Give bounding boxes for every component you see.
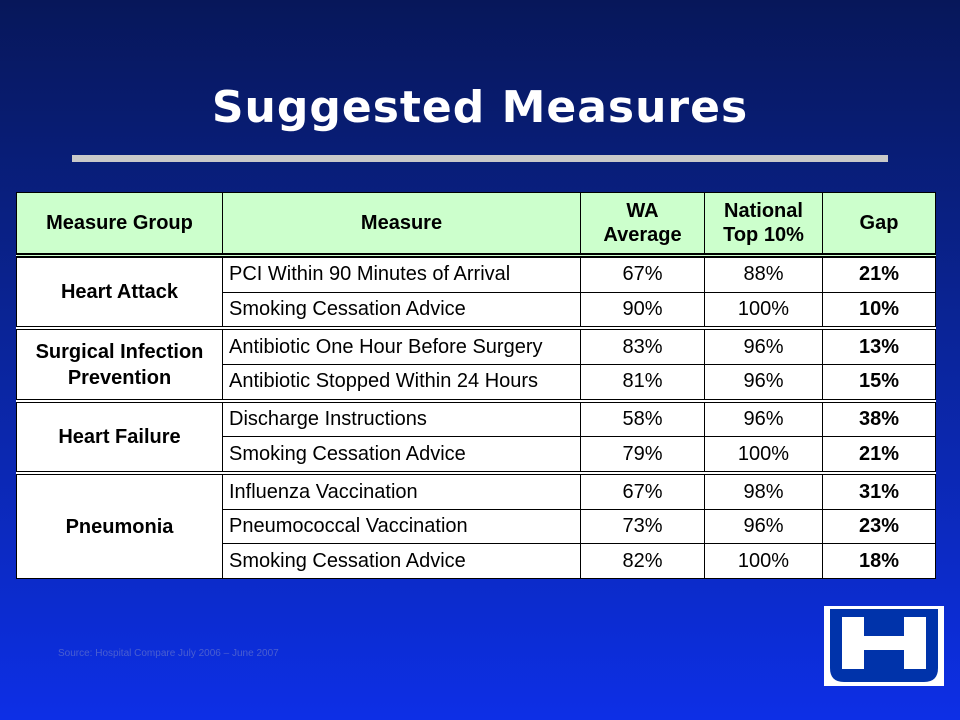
national-top10-cell: 96%: [704, 364, 823, 402]
header-wa-average: WA Average: [580, 192, 705, 258]
measure-cell: PCI Within 90 Minutes of Arrival: [222, 255, 581, 293]
gap-cell: 13%: [822, 326, 936, 366]
table-row: Smoking Cessation Advice 79% 100% 21%: [17, 436, 936, 474]
gap-cell: 38%: [822, 398, 936, 438]
wa-average-cell: 79%: [580, 436, 705, 474]
wa-average-cell: 81%: [580, 364, 705, 402]
table-row: Smoking Cessation Advice 82% 100% 18%: [17, 543, 936, 579]
header-wa-line1: WA: [626, 200, 659, 222]
header-gap: Gap: [822, 192, 936, 258]
group-heart-failure: Heart Failure: [16, 398, 223, 474]
national-top10-cell: 88%: [704, 255, 823, 293]
source-note: Source: Hospital Compare July 2006 – Jun…: [58, 648, 279, 659]
measure-cell: Smoking Cessation Advice: [222, 436, 581, 474]
table-row: Pneumococcal Vaccination 73% 96% 23%: [17, 508, 936, 545]
gap-cell: 31%: [822, 471, 936, 510]
national-top10-cell: 100%: [704, 543, 823, 579]
table-row: Pneumonia Influenza Vaccination 67% 98% …: [16, 471, 936, 580]
measure-cell: Pneumococcal Vaccination: [222, 508, 581, 545]
measure-cell: Antibiotic Stopped Within 24 Hours: [222, 364, 581, 402]
group-name-line2: Prevention: [67, 366, 172, 389]
wa-average-cell: 67%: [580, 255, 705, 293]
gap-cell: 21%: [822, 436, 936, 474]
measure-cell: Influenza Vaccination: [222, 471, 581, 510]
header-national-line1: National: [724, 200, 803, 222]
header-wa-line2: Average: [603, 224, 682, 246]
header-measure-group: Measure Group: [16, 192, 223, 258]
hospital-h-icon: [824, 606, 944, 686]
gap-cell: 18%: [822, 543, 936, 579]
table-header-row: Measure Group Measure WA Average Nationa…: [16, 192, 936, 258]
measure-cell: Discharge Instructions: [222, 398, 581, 438]
measure-cell: Smoking Cessation Advice: [222, 543, 581, 579]
gap-cell: 10%: [822, 291, 936, 329]
wa-average-cell: 58%: [580, 398, 705, 438]
group-heart-attack: Heart Attack: [16, 255, 223, 329]
gap-cell: 23%: [822, 508, 936, 545]
group-surgical-infection-prevention: Surgical Infection Prevention: [16, 326, 223, 402]
header-national-line2: Top 10%: [723, 224, 804, 246]
wa-average-cell: 83%: [580, 326, 705, 366]
table-row: Heart Failure Discharge Instructions 58%…: [16, 398, 936, 474]
national-top10-cell: 100%: [704, 436, 823, 474]
table-row: Surgical Infection Prevention Antibiotic…: [16, 326, 936, 402]
wa-average-cell: 73%: [580, 508, 705, 545]
gap-cell: 15%: [822, 364, 936, 402]
national-top10-cell: 96%: [704, 398, 823, 438]
measures-table: Measure Group Measure WA Average Nationa…: [16, 192, 936, 580]
table-row: Heart Attack PCI Within 90 Minutes of Ar…: [16, 255, 936, 329]
slide-title: Suggested Measures: [211, 82, 749, 133]
wa-average-cell: 82%: [580, 543, 705, 579]
national-top10-cell: 100%: [704, 291, 823, 329]
national-top10-cell: 98%: [704, 471, 823, 510]
group-pneumonia: Pneumonia: [16, 471, 223, 580]
gap-cell: 21%: [822, 255, 936, 293]
group-name-line1: Surgical Infection: [35, 340, 204, 363]
wa-average-cell: 67%: [580, 471, 705, 510]
header-measure: Measure: [222, 192, 581, 258]
title-divider: [72, 155, 888, 162]
header-national-top10: National Top 10%: [704, 192, 823, 258]
measure-cell: Antibiotic One Hour Before Surgery: [222, 326, 581, 366]
measure-cell: Smoking Cessation Advice: [222, 291, 581, 329]
national-top10-cell: 96%: [704, 508, 823, 545]
national-top10-cell: 96%: [704, 326, 823, 366]
wa-average-cell: 90%: [580, 291, 705, 329]
table-row: Smoking Cessation Advice 90% 100% 10%: [17, 291, 936, 329]
table-row: Antibiotic Stopped Within 24 Hours 81% 9…: [17, 364, 936, 402]
